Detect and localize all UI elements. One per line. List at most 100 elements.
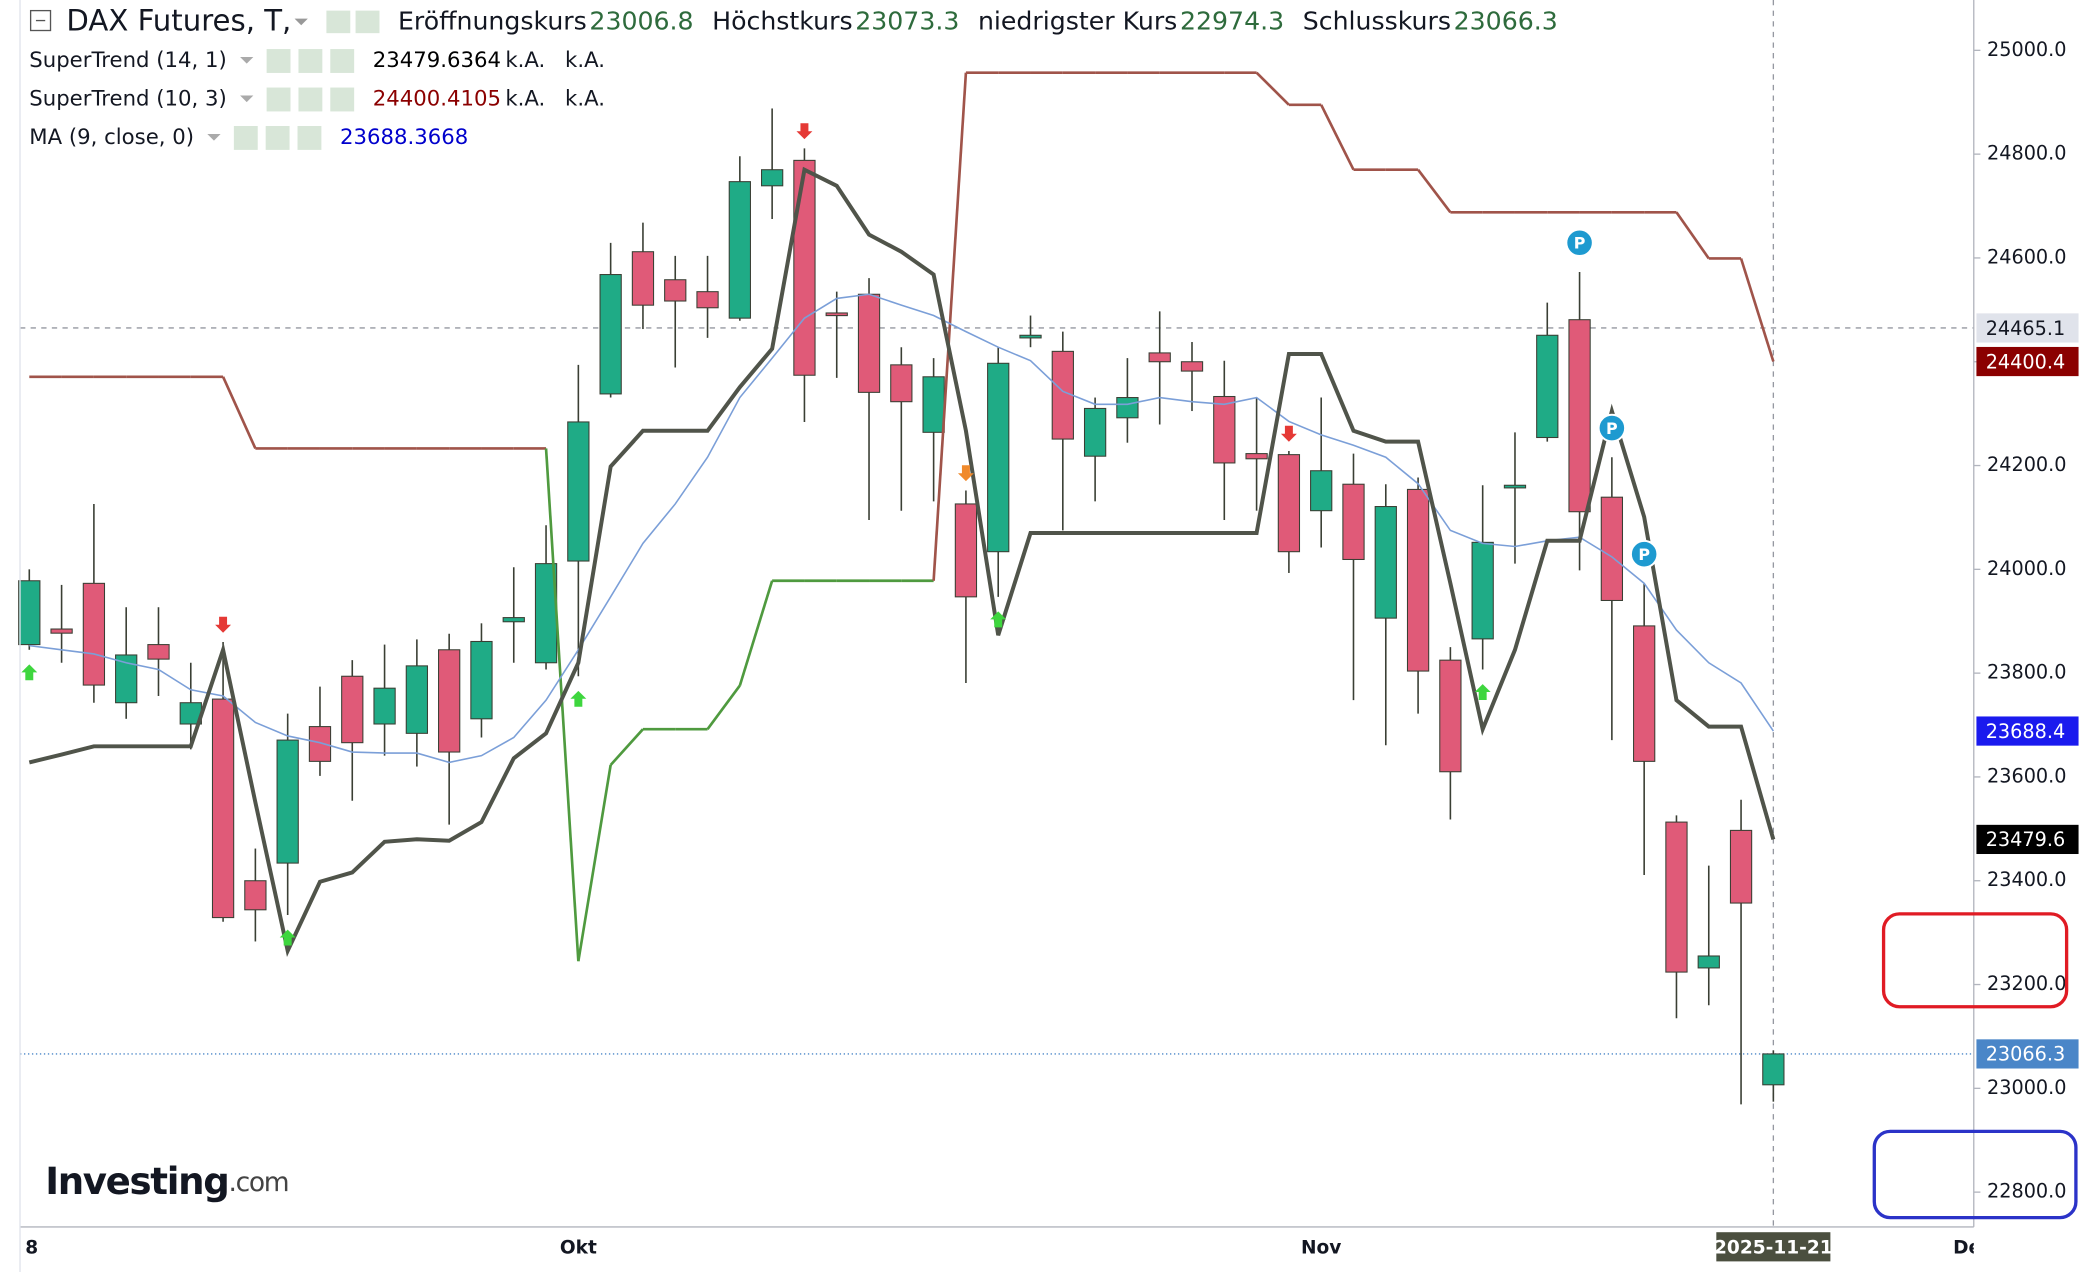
- supertrend-segment: [221, 376, 257, 449]
- buy-arrow: [1474, 684, 1491, 701]
- gear-icon[interactable]: [298, 49, 323, 73]
- remove-icon[interactable]: [330, 49, 355, 73]
- candle-body: [1019, 334, 1042, 339]
- ohlc-value: 22974.3: [1180, 7, 1284, 36]
- candle-body: [308, 726, 332, 762]
- candle-body: [1180, 361, 1204, 372]
- legend-na: k.A.: [565, 86, 605, 111]
- candle-body: [1083, 407, 1107, 457]
- sell-arrow: [796, 123, 813, 140]
- supertrend-segment: [1255, 71, 1290, 106]
- candle-body: [276, 739, 299, 864]
- watermark: Investing.com: [45, 1160, 288, 1203]
- candle-body: [1697, 955, 1720, 969]
- price-badge-label: 23688.4: [1986, 720, 2065, 743]
- gear-icon[interactable]: [355, 10, 380, 34]
- y-tick-label: 22800.0: [1987, 1180, 2066, 1203]
- candle-body: [793, 159, 816, 376]
- candle-body: [211, 698, 235, 919]
- candle-body: [1310, 470, 1333, 512]
- y-tick-label: 23800.0: [1987, 661, 2066, 684]
- y-tick-label: 25000.0: [1987, 38, 2066, 61]
- axis-corner: [1973, 1228, 2080, 1272]
- eye-icon[interactable]: [266, 87, 291, 112]
- candle-body: [1568, 319, 1591, 513]
- candle-body: [1374, 506, 1397, 619]
- watermark-suffix: .com: [228, 1167, 288, 1198]
- gear-icon[interactable]: [265, 126, 290, 150]
- gear-icon[interactable]: [298, 87, 323, 112]
- collapse-button[interactable]: [29, 9, 52, 32]
- candle-body: [728, 181, 751, 319]
- candle-body: [1213, 395, 1236, 464]
- candle-body: [825, 312, 848, 317]
- candle-body: [244, 880, 267, 911]
- price-badge: [1976, 1039, 2079, 1069]
- indicator-line: [29, 293, 1775, 764]
- pivot-label: P: [1606, 419, 1618, 438]
- supertrend-segment: [544, 448, 580, 962]
- candle-body: [1503, 484, 1527, 489]
- instrument-title: DAX Futures, T,: [66, 4, 291, 38]
- chevron[interactable]: [240, 95, 254, 103]
- price-badge: [1976, 346, 2079, 377]
- candle-body: [502, 617, 525, 623]
- candle-body: [438, 649, 461, 753]
- candle-body: [341, 675, 364, 744]
- legend-name: SuperTrend (14, 1): [29, 48, 227, 73]
- legend-value: 24400.4105: [373, 86, 501, 111]
- price-badge-label: 24465.1: [1986, 317, 2065, 340]
- buy-arrow: [990, 611, 1007, 628]
- legend-name: SuperTrend (10, 3): [29, 86, 227, 111]
- candle-body: [18, 580, 41, 646]
- candle-body: [1536, 334, 1559, 439]
- price-badge-label: 23066.3: [1986, 1043, 2065, 1066]
- chevron[interactable]: [294, 18, 308, 26]
- eye-icon[interactable]: [233, 126, 258, 150]
- ohlc-label: Schlusskurs: [1303, 7, 1451, 36]
- supertrend-segment: [1739, 258, 1775, 362]
- pivot-label: P: [1638, 545, 1650, 564]
- x-tick-label: 2025-11-21: [1714, 1238, 1833, 1259]
- buy-arrow: [21, 664, 38, 681]
- ohlc-row: Eröffnungskurs 23006.8 Höchstkurs 23073.3 ni…: [398, 7, 1558, 36]
- eye-icon[interactable]: [266, 49, 291, 73]
- candle-body: [50, 628, 73, 634]
- remove-icon[interactable]: [297, 126, 322, 150]
- y-tick-label: 23000.0: [1987, 1076, 2066, 1099]
- candle-body: [1245, 453, 1268, 460]
- legend-na: k.A.: [565, 48, 605, 73]
- candle-body: [470, 640, 493, 720]
- ohlc-value: 23066.3: [1454, 7, 1558, 36]
- indicator-line: [28, 166, 1776, 957]
- candle-body: [1633, 625, 1656, 762]
- candle-body: [1762, 1053, 1785, 1086]
- price-badge: [1976, 716, 2079, 746]
- pivot-label: P: [1574, 234, 1586, 253]
- y-tick-label: 23600.0: [1987, 764, 2066, 787]
- remove-icon[interactable]: [330, 87, 355, 112]
- candle-body: [1471, 541, 1494, 640]
- crosshair-date-badge: [1716, 1232, 1831, 1262]
- ohlc-value: 23073.3: [855, 7, 959, 36]
- supertrend-segment: [1675, 211, 1710, 260]
- chevron[interactable]: [207, 133, 221, 141]
- ohlc-label: niedrigster Kurs: [978, 7, 1177, 36]
- pivot-marker: [1629, 539, 1659, 569]
- chevron[interactable]: [240, 57, 254, 64]
- candle-body: [82, 582, 106, 686]
- supertrend-segment: [1417, 168, 1452, 214]
- candle-body: [115, 654, 138, 704]
- candle-body: [890, 364, 913, 403]
- sell-arrow: [957, 465, 974, 482]
- x-tick-label: 8: [25, 1238, 38, 1259]
- price-badge-label: 24400.4: [1986, 350, 2065, 373]
- candle-body: [1729, 829, 1753, 904]
- candle-body: [1148, 352, 1171, 363]
- eye-icon[interactable]: [326, 10, 351, 34]
- supertrend-segment: [609, 728, 644, 766]
- candle-body: [631, 251, 655, 306]
- ohlc-label: Höchstkurs: [712, 7, 852, 36]
- candle-body: [1342, 483, 1365, 561]
